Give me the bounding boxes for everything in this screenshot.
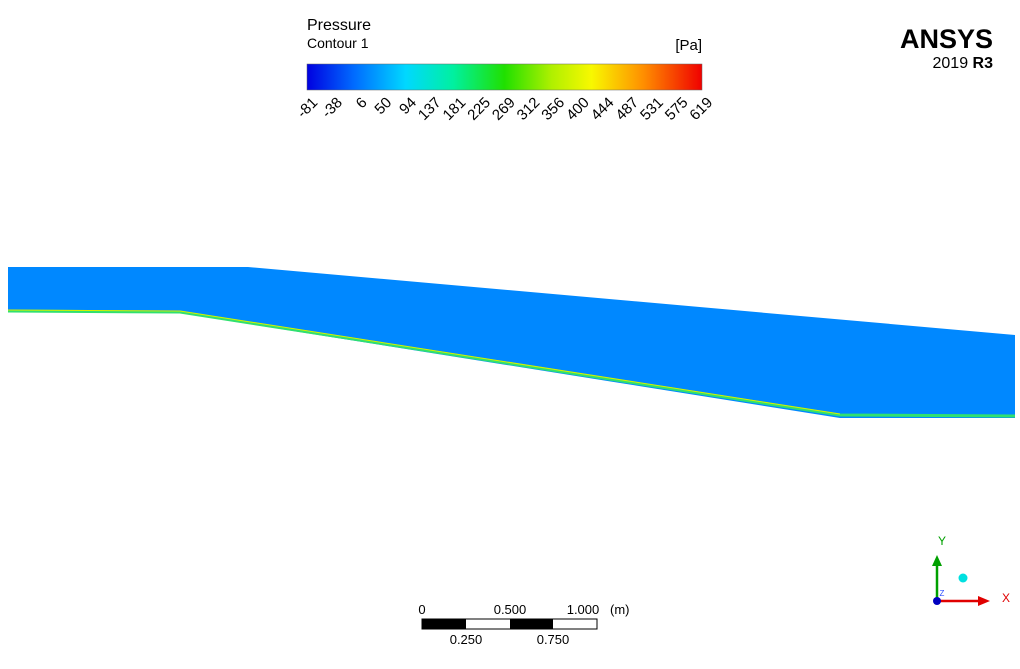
legend-tick-label: 619	[686, 94, 716, 124]
scale-segment	[422, 619, 466, 629]
y-arrow-head	[932, 555, 942, 566]
legend-tick-label: 487	[612, 94, 642, 124]
legend-unit: [Pa]	[675, 37, 702, 54]
legend-tick-label: 575	[662, 94, 692, 124]
z-axis-label: Z	[940, 589, 945, 598]
scale-label: 0.500	[494, 602, 527, 617]
legend-subtitle: Contour 1	[307, 35, 369, 51]
legend-tick-label: 225	[464, 94, 494, 124]
z-axis-dot	[933, 597, 941, 605]
legend-tick-label: 181	[440, 94, 470, 124]
scale-label: 0.250	[450, 632, 483, 647]
color-bar	[306, 63, 703, 91]
legend-title: Pressure	[307, 17, 371, 34]
legend-tick-label: 531	[637, 94, 667, 124]
y-axis-label: Y	[938, 534, 946, 548]
logo-release: R3	[973, 55, 994, 72]
legend-tick-label: 444	[588, 94, 618, 124]
wall-contour-high	[7, 309, 841, 415]
logo-version: 2019 R3	[933, 55, 994, 72]
legend-tick-label: 137	[415, 94, 445, 124]
triad-dot	[958, 573, 968, 583]
legend-tick-label: 312	[514, 94, 544, 124]
wall-contour	[7, 309, 1016, 418]
scale-label: 0	[418, 602, 425, 617]
x-arrow-head	[978, 596, 990, 606]
scale-segment	[510, 619, 553, 629]
logo-year: 2019	[933, 55, 969, 72]
legend-tick-label: 50	[371, 94, 395, 118]
x-axis-label: X	[1002, 591, 1010, 605]
scale-label: 0.750	[537, 632, 570, 647]
flow-domain	[8, 267, 1015, 418]
legend-tick-label: 356	[538, 94, 568, 124]
legend-tick-label: -38	[319, 94, 346, 121]
legend-tick-label: 269	[489, 94, 519, 124]
logo-name: ANSYS	[900, 24, 993, 54]
legend-ticks: -81-38 6 50 9413718122526931235640044448753…	[294, 94, 716, 124]
legend-tick-label: 6	[353, 94, 371, 112]
scale-label: 1.000	[567, 602, 600, 617]
legend-tick-label: -81	[294, 94, 321, 121]
legend-tick-label: 400	[563, 94, 593, 124]
scale-unit: (m)	[610, 602, 630, 617]
